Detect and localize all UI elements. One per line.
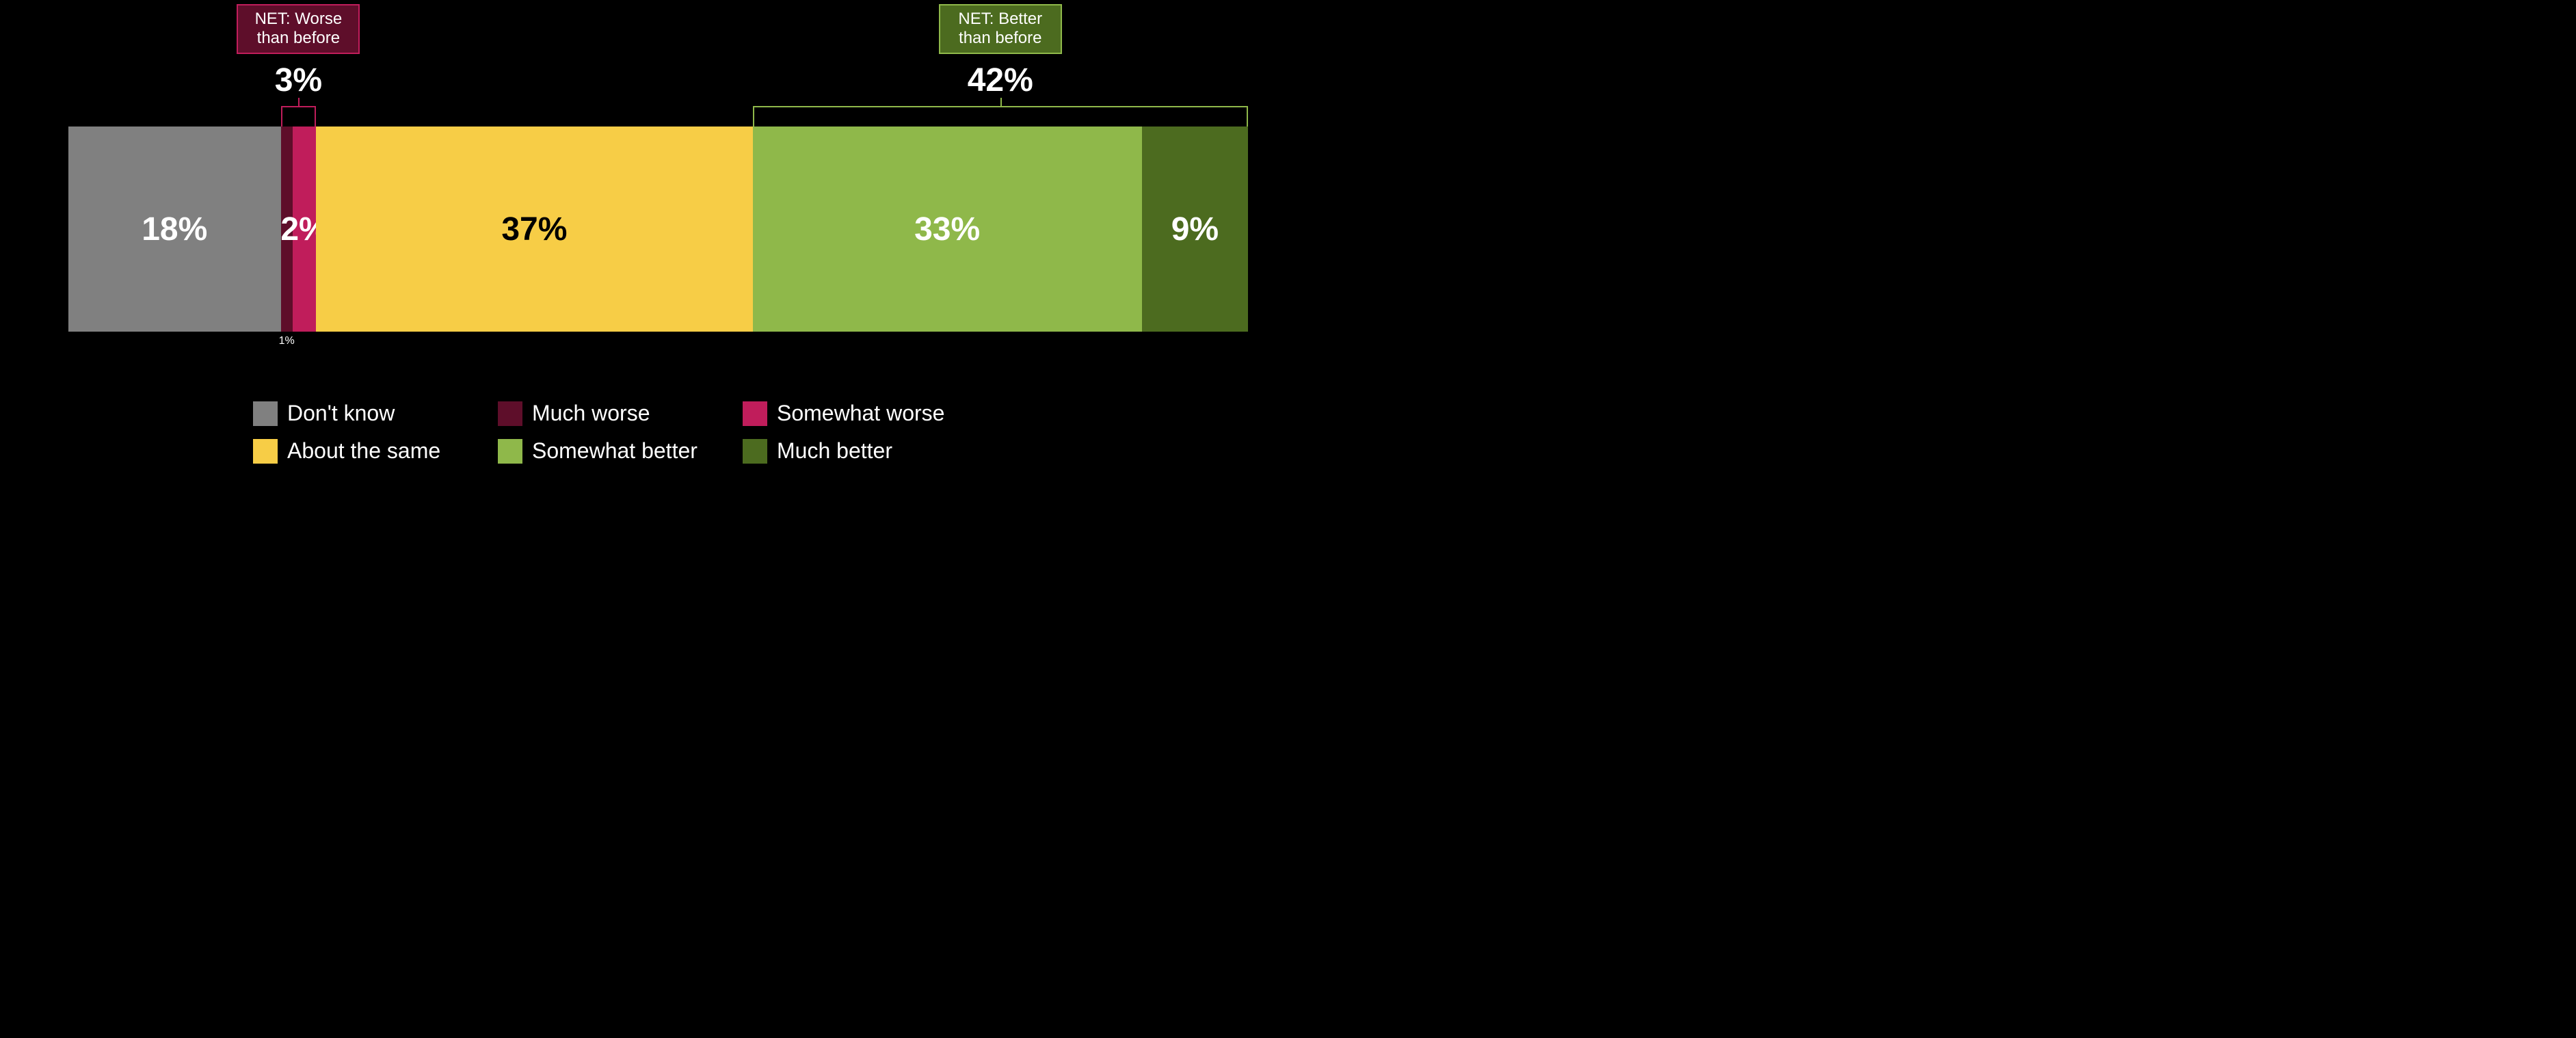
- net-better-line2: than before: [950, 29, 1051, 48]
- legend-item-about_same: About the same: [253, 438, 479, 464]
- legend-row: Don't know Much worse Somewhat worse: [253, 401, 1219, 426]
- segment-label-much_better: 9%: [1171, 211, 1219, 248]
- much-worse-percent-label: 1%: [279, 335, 295, 347]
- net-better-brace: [753, 106, 1249, 127]
- segment-label-dont_know: 18%: [142, 211, 207, 248]
- legend-item-dont_know: Don't know: [253, 401, 479, 426]
- stacked-bar-chart: NET: Worse than before 3% NET: Better th…: [0, 0, 1288, 519]
- legend-label-much_better: Much better: [777, 438, 892, 464]
- net-worse-callout: NET: Worse than before: [237, 4, 360, 54]
- net-worse-brace: [281, 106, 317, 127]
- legend-swatch-dont_know: [253, 401, 278, 426]
- stacked-bar: 18% 2% 37% 33% 9%: [68, 127, 1248, 332]
- legend-label-dont_know: Don't know: [287, 401, 395, 426]
- legend-swatch-much_better: [743, 439, 767, 464]
- legend-row: About the same Somewhat better Much better: [253, 438, 1219, 464]
- legend-item-much_better: Much better: [743, 438, 968, 464]
- segment-dont_know: 18%: [68, 127, 281, 332]
- net-better-percent: 42%: [968, 62, 1033, 99]
- net-better-line1: NET: Better: [950, 10, 1051, 29]
- net-worse-percent: 3%: [275, 62, 322, 99]
- legend: Don't know Much worse Somewhat worse About …: [253, 401, 1219, 476]
- segment-about_same: 37%: [316, 127, 752, 332]
- legend-swatch-much_worse: [498, 401, 522, 426]
- segment-label-somewhat_better: 33%: [914, 211, 980, 248]
- legend-item-somewhat_better: Somewhat better: [498, 438, 723, 464]
- legend-label-somewhat_better: Somewhat better: [532, 438, 698, 464]
- net-worse-line2: than before: [248, 29, 349, 48]
- legend-swatch-about_same: [253, 439, 278, 464]
- net-worse-line1: NET: Worse: [248, 10, 349, 29]
- legend-item-much_worse: Much worse: [498, 401, 723, 426]
- segment-label-about_same: 37%: [501, 211, 567, 248]
- legend-label-about_same: About the same: [287, 438, 440, 464]
- segment-much_better: 9%: [1142, 127, 1248, 332]
- segment-somewhat_better: 33%: [753, 127, 1142, 332]
- legend-label-much_worse: Much worse: [532, 401, 650, 426]
- segment-somewhat_worse: 2%: [293, 127, 317, 332]
- legend-swatch-somewhat_worse: [743, 401, 767, 426]
- legend-item-somewhat_worse: Somewhat worse: [743, 401, 968, 426]
- legend-label-somewhat_worse: Somewhat worse: [777, 401, 944, 426]
- legend-swatch-somewhat_better: [498, 439, 522, 464]
- net-better-callout: NET: Better than before: [939, 4, 1062, 54]
